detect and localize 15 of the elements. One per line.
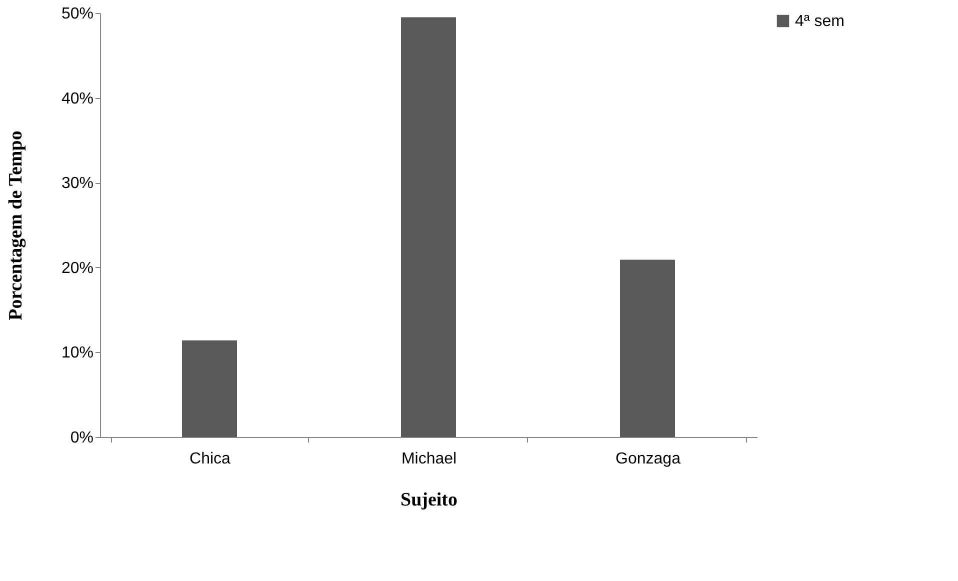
x-tick-label: Gonzaga xyxy=(616,450,681,468)
bar xyxy=(182,340,237,437)
x-tick-label: Chica xyxy=(190,450,231,468)
bar xyxy=(620,260,675,437)
x-axis-title: Sujeito xyxy=(400,490,458,510)
y-tick-label: 30% xyxy=(61,175,94,192)
y-tick-label: 20% xyxy=(61,260,94,277)
legend-label: 4ª sem xyxy=(795,13,844,30)
y-tick-label: 50% xyxy=(61,6,94,22)
x-tick-label: Michael xyxy=(401,450,457,468)
y-tick-label: 40% xyxy=(61,90,94,108)
bar xyxy=(401,17,456,437)
y-tick-label: 10% xyxy=(61,344,94,362)
y-axis-title: Porcentagem de Tempo xyxy=(5,130,26,320)
y-tick-label: 0% xyxy=(70,430,94,446)
